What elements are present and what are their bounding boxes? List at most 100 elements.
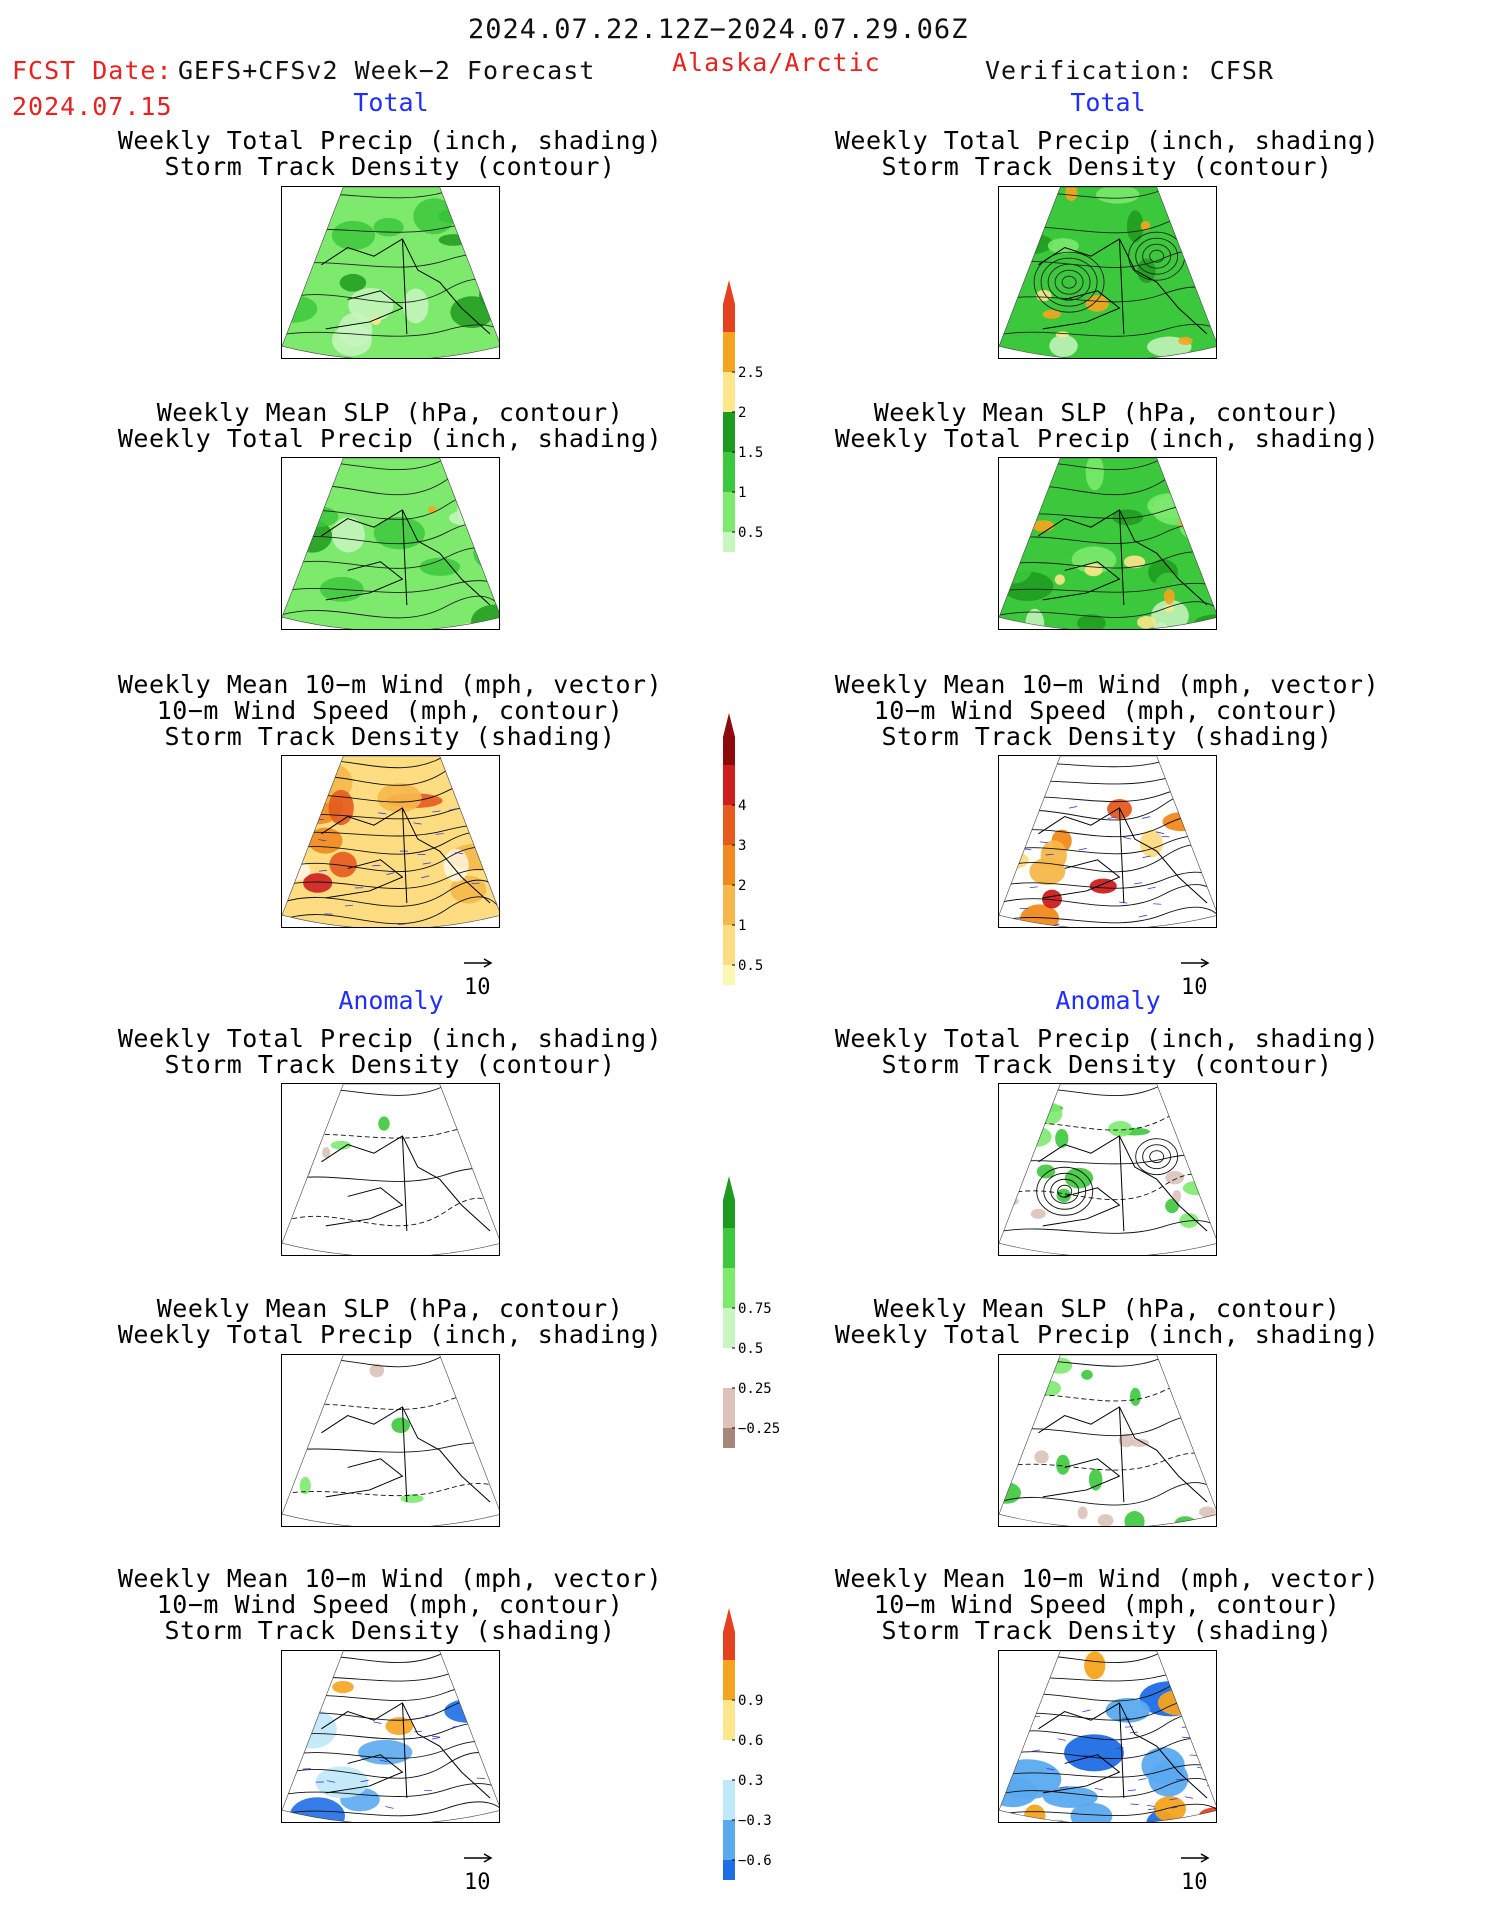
map-anom-precip-track-verification (998, 1083, 1217, 1256)
vector-reference-anom-right: 10 (1177, 1850, 1217, 1895)
wind-vector (448, 808, 457, 811)
wind-vector (1068, 806, 1078, 809)
shading-blob (1162, 812, 1201, 832)
title-precip-track-l2: Storm Track Density (contour) (164, 152, 616, 181)
shading-blob (1194, 480, 1209, 489)
shading-blob (1042, 889, 1062, 909)
colorbar-segment (723, 713, 735, 765)
shading-blob (1097, 1514, 1114, 1526)
colorbar-segment (723, 1428, 735, 1448)
title-slp-precip-r2: Weekly Total Precip (inch, shading) (834, 424, 1380, 453)
shading-blob (1065, 187, 1078, 202)
shading-blob (462, 756, 499, 774)
shading-blob (1055, 331, 1070, 338)
shading-blob (1123, 555, 1146, 569)
vector-reference-label: 10 (464, 975, 491, 1000)
shading-blob (1153, 1796, 1187, 1822)
contour-line (999, 1764, 1216, 1778)
colorbar-segment (723, 1660, 735, 1700)
shading-blob (999, 1143, 1020, 1156)
shading-blob (1198, 219, 1216, 245)
shading-blob (1117, 339, 1157, 358)
title-wind-track-l2: 10−m Wind Speed (mph, contour) (156, 696, 624, 725)
shading-blob (289, 1797, 345, 1822)
wind-vector (1078, 848, 1087, 851)
shading-blob (331, 324, 372, 357)
shading-blob (1124, 1511, 1145, 1526)
colorbar-tick-label: 2 (738, 405, 746, 421)
shading-blob (371, 316, 381, 325)
title-wind-track-l1: Weekly Mean 10−m Wind (mph, vector) (117, 670, 663, 699)
shading-blob (999, 1392, 1008, 1402)
map-anom-slp-precip-verification (998, 1354, 1217, 1527)
shading-blob (1164, 187, 1192, 220)
shading-base (282, 1084, 499, 1255)
title-anom-precip-track-l2: Storm Track Density (contour) (164, 1050, 616, 1079)
colorbar-segment (723, 452, 735, 492)
wind-vector (421, 875, 430, 879)
colorbar-segment (723, 1860, 735, 1880)
title-slp-precip-l2: Weekly Total Precip (inch, shading) (117, 424, 663, 453)
contour-line (999, 1220, 1216, 1234)
wind-vector (1182, 1736, 1191, 1739)
shading-blob (332, 1680, 354, 1694)
shading-base (282, 187, 499, 358)
shading-blob (400, 1494, 424, 1503)
title-anom-precip-track-r1: Weekly Total Precip (inch, shading) (834, 1024, 1380, 1053)
shading-blob (403, 288, 429, 324)
shading-blob (408, 261, 447, 276)
wind-vector (1155, 831, 1165, 835)
contour-line (282, 1168, 499, 1182)
shading-blob (1151, 599, 1189, 629)
shading-blob (332, 517, 365, 553)
contour-line (999, 884, 1216, 907)
wind-vector (344, 904, 353, 907)
colorbar-tick-label: 0.75 (738, 1301, 772, 1317)
shading-blob (999, 227, 1026, 258)
shading-blob (1154, 572, 1182, 599)
shading-base (999, 1355, 1216, 1526)
wind-vector (1122, 1717, 1131, 1719)
section-total-left: Total (353, 88, 429, 117)
shading-blob (1047, 1357, 1073, 1374)
map-anom-wind-track-verification (998, 1650, 1217, 1823)
coastline (321, 509, 491, 606)
shading-blob (1163, 604, 1175, 612)
shading-blob (1077, 614, 1106, 629)
shading-base (999, 756, 1216, 927)
map-anom-slp-precip-forecast (281, 1354, 500, 1527)
colorbar-tick-label: −0.3 (738, 1813, 772, 1829)
shading-blob (315, 1766, 369, 1799)
shading-blob (330, 1140, 352, 1150)
map-canvas (999, 1651, 1216, 1822)
shading-blob (427, 506, 437, 514)
wind-vector (379, 1759, 388, 1763)
map-canvas (282, 1651, 499, 1822)
shading-blob (345, 598, 375, 615)
coastline (321, 1702, 491, 1799)
shading-blob (369, 1363, 385, 1378)
shading-blob (457, 480, 484, 509)
shading-blob (1089, 878, 1117, 894)
title-anom-slp-precip-l1: Weekly Mean SLP (hPa, contour) (156, 1294, 624, 1323)
title-precip-track-l1: Weekly Total Precip (inch, shading) (117, 126, 663, 155)
wind-vector (1082, 1754, 1091, 1757)
map-canvas (999, 458, 1216, 629)
shading-blob (1196, 1091, 1213, 1099)
colorbar-segment (723, 1780, 735, 1820)
contour-ring (1040, 257, 1098, 307)
shading-blob (1184, 1706, 1216, 1732)
title-wind-track-r1: Weekly Mean 10−m Wind (mph, vector) (834, 670, 1380, 699)
shading-blob (476, 1355, 499, 1370)
colorbar-tick-label: −0.6 (738, 1853, 772, 1869)
shading-blob (1042, 309, 1061, 319)
shading-blob (392, 325, 433, 355)
shading-blob (449, 510, 488, 526)
contour-line (999, 872, 1216, 889)
contour-line (999, 791, 1216, 821)
colorbar-tick-label: 0.5 (738, 525, 763, 541)
shading-blob (457, 496, 480, 524)
shading-blob (1126, 210, 1144, 243)
shading-blob (1081, 1369, 1093, 1380)
shading-blob (1006, 1443, 1019, 1451)
